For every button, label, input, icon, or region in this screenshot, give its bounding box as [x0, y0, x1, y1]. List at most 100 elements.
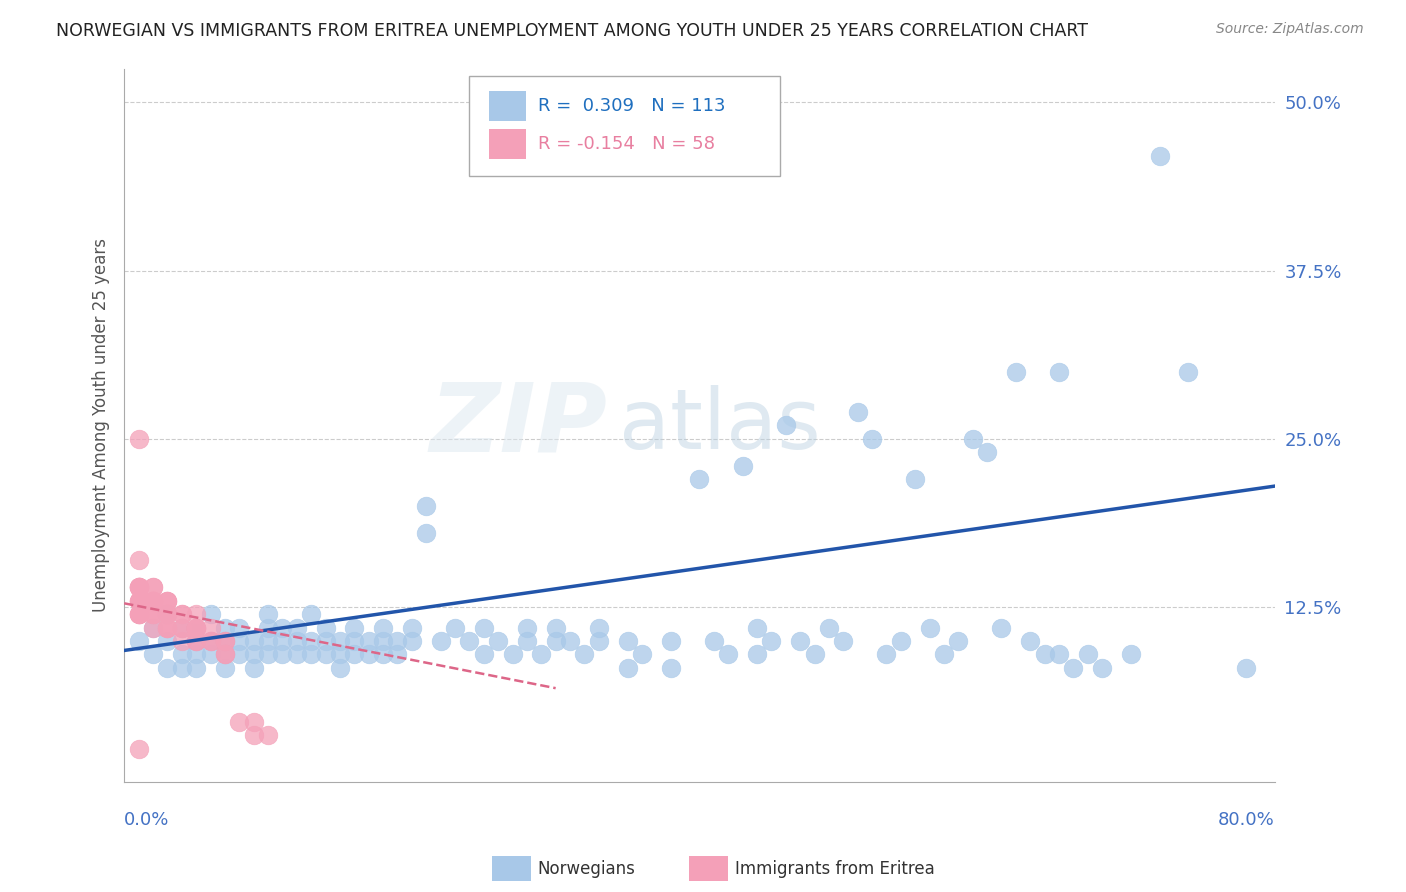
Point — [128, 607, 150, 621]
Point — [472, 621, 495, 635]
Point — [315, 648, 337, 662]
Point — [516, 621, 538, 635]
Point — [371, 634, 394, 648]
Point — [184, 648, 207, 662]
Point — [990, 621, 1012, 635]
Point — [184, 661, 207, 675]
Point — [184, 634, 207, 648]
Point — [271, 621, 294, 635]
Point — [156, 634, 179, 648]
Point — [214, 661, 236, 675]
Point — [789, 634, 811, 648]
Point — [415, 500, 437, 514]
Point — [142, 593, 165, 607]
Point — [257, 648, 280, 662]
Point — [128, 593, 150, 607]
Point — [214, 634, 236, 648]
Point — [184, 621, 207, 635]
Point — [1047, 365, 1070, 379]
Point — [818, 621, 841, 635]
Point — [616, 634, 638, 648]
Point — [329, 634, 352, 648]
Point — [200, 607, 222, 621]
Point — [257, 607, 280, 621]
Point — [544, 634, 567, 648]
Point — [1062, 661, 1084, 675]
Point — [156, 593, 179, 607]
Text: Norwegians: Norwegians — [537, 860, 636, 878]
Point — [142, 621, 165, 635]
Point — [299, 607, 322, 621]
Point — [659, 661, 682, 675]
Point — [904, 472, 927, 486]
Point — [228, 621, 250, 635]
Point — [775, 418, 797, 433]
Point — [257, 621, 280, 635]
Point — [444, 621, 467, 635]
Text: NORWEGIAN VS IMMIGRANTS FROM ERITREA UNEMPLOYMENT AMONG YOUTH UNDER 25 YEARS COR: NORWEGIAN VS IMMIGRANTS FROM ERITREA UNE… — [56, 22, 1088, 40]
Point — [156, 621, 179, 635]
Point — [703, 634, 725, 648]
Point — [142, 593, 165, 607]
Y-axis label: Unemployment Among Youth under 25 years: Unemployment Among Youth under 25 years — [93, 238, 110, 613]
Point — [962, 432, 984, 446]
Point — [200, 634, 222, 648]
Point — [299, 648, 322, 662]
Point — [1077, 648, 1099, 662]
Point — [156, 607, 179, 621]
Point — [257, 634, 280, 648]
Point — [184, 621, 207, 635]
Point — [200, 634, 222, 648]
Point — [1234, 661, 1257, 675]
Point — [530, 648, 553, 662]
Point — [128, 607, 150, 621]
Point — [1177, 365, 1199, 379]
Point — [128, 580, 150, 594]
Point — [315, 634, 337, 648]
Point — [387, 634, 409, 648]
Point — [472, 648, 495, 662]
Point — [128, 580, 150, 594]
Point — [142, 580, 165, 594]
Point — [170, 634, 193, 648]
Point — [616, 661, 638, 675]
Point — [228, 634, 250, 648]
Point — [357, 648, 380, 662]
Point — [343, 634, 366, 648]
Point — [156, 607, 179, 621]
Point — [128, 607, 150, 621]
Point — [142, 607, 165, 621]
Point — [315, 621, 337, 635]
Point — [285, 634, 308, 648]
Point — [170, 621, 193, 635]
Point — [257, 728, 280, 742]
Point — [170, 621, 193, 635]
Point — [948, 634, 970, 648]
Point — [242, 634, 264, 648]
Point — [214, 648, 236, 662]
Point — [184, 634, 207, 648]
Point — [128, 634, 150, 648]
Point — [1119, 648, 1142, 662]
Point — [918, 621, 941, 635]
Text: 0.0%: 0.0% — [124, 811, 170, 829]
Point — [976, 445, 998, 459]
Point — [156, 593, 179, 607]
Point — [285, 621, 308, 635]
Point — [875, 648, 897, 662]
Point — [429, 634, 451, 648]
Point — [228, 648, 250, 662]
Point — [184, 621, 207, 635]
Point — [170, 621, 193, 635]
Point — [516, 634, 538, 648]
Point — [142, 580, 165, 594]
Point — [184, 634, 207, 648]
Point — [371, 621, 394, 635]
Text: Immigrants from Eritrea: Immigrants from Eritrea — [735, 860, 935, 878]
Point — [184, 621, 207, 635]
Point — [170, 661, 193, 675]
Point — [142, 593, 165, 607]
Point — [128, 553, 150, 567]
Point — [200, 648, 222, 662]
Point — [1091, 661, 1114, 675]
